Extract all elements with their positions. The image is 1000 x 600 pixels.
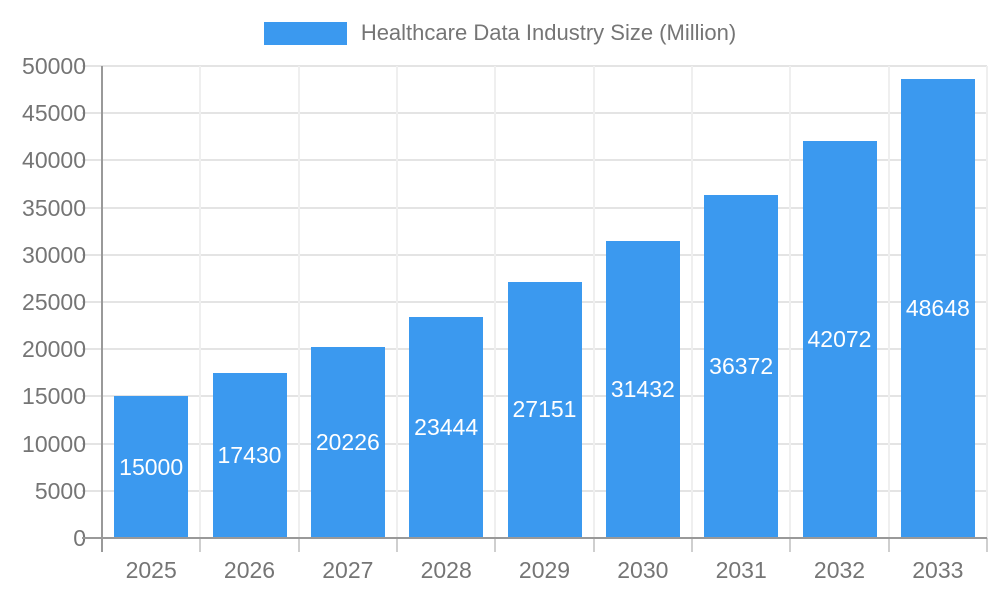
y-axis-tick-label: 50000 bbox=[22, 53, 86, 79]
y-axis-tick-label: 30000 bbox=[22, 241, 86, 268]
x-gridline bbox=[396, 66, 398, 538]
bar-2025[interactable]: 15000 bbox=[114, 396, 189, 538]
x-axis-tick-label: 2025 bbox=[125, 557, 177, 583]
legend-swatch bbox=[263, 21, 347, 45]
x-gridline bbox=[592, 66, 595, 538]
bar-2029[interactable]: 27151 bbox=[507, 281, 582, 538]
y-axis-tick-label: 25000 bbox=[22, 289, 86, 315]
x-axis-line bbox=[82, 537, 987, 539]
y-gridline bbox=[82, 206, 987, 209]
x-axis-tick-label: 2029 bbox=[518, 557, 571, 583]
bar-2030[interactable]: 31432 bbox=[605, 241, 680, 538]
x-gridline bbox=[691, 66, 693, 538]
bar-2031[interactable]: 36372 bbox=[704, 194, 779, 538]
x-axis-tick bbox=[494, 538, 497, 552]
bar-value-label: 17430 bbox=[217, 442, 282, 469]
bar-2033[interactable]: 48648 bbox=[900, 78, 975, 538]
x-gridline bbox=[494, 66, 497, 538]
x-axis-tick-label: 2027 bbox=[322, 557, 374, 583]
x-axis-tick bbox=[986, 538, 988, 552]
bar-2032[interactable]: 42072 bbox=[802, 140, 877, 538]
y-axis-line bbox=[101, 66, 103, 552]
x-axis-tick-label: 2026 bbox=[223, 557, 276, 583]
bar-value-label: 31432 bbox=[610, 376, 675, 403]
x-axis-tick bbox=[592, 538, 595, 552]
bar-value-label: 20226 bbox=[315, 429, 380, 456]
bar-2026[interactable]: 17430 bbox=[212, 373, 287, 538]
x-axis-tick-label: 2033 bbox=[912, 557, 964, 583]
bar-value-label: 27151 bbox=[512, 396, 577, 423]
x-axis-tick-label: 2030 bbox=[617, 557, 669, 583]
x-axis-tick bbox=[297, 538, 300, 552]
y-gridline bbox=[82, 65, 987, 67]
x-gridline bbox=[887, 66, 890, 538]
x-axis-tick bbox=[691, 538, 693, 552]
x-gridline bbox=[199, 66, 202, 538]
y-axis-tick-label: 10000 bbox=[22, 430, 86, 457]
legend-label: Healthcare Data Industry Size (Million) bbox=[360, 20, 737, 45]
bar-value-label: 23444 bbox=[414, 413, 479, 440]
y-axis-tick-label: 20000 bbox=[22, 336, 86, 363]
y-axis-tick-label: 40000 bbox=[22, 147, 86, 174]
bar-2028[interactable]: 23444 bbox=[409, 316, 484, 538]
plot-area: 15000 17430 20226 23444 27151 31432 36372 42072… bbox=[82, 65, 988, 552]
y-gridline bbox=[82, 112, 987, 115]
y-axis-tick-label: 45000 bbox=[22, 100, 86, 127]
y-gridline bbox=[82, 253, 987, 256]
y-axis-tick-label: 35000 bbox=[22, 194, 86, 221]
x-axis-tick-label: 2028 bbox=[420, 557, 472, 583]
bar-value-label: 15000 bbox=[119, 453, 184, 480]
x-axis-tick bbox=[789, 538, 792, 552]
chart-legend[interactable]: Healthcare Data Industry Size (Million) bbox=[0, 20, 1000, 46]
x-axis-tick bbox=[887, 538, 890, 552]
x-gridline bbox=[986, 66, 988, 538]
bar-value-label: 36372 bbox=[709, 352, 774, 379]
bar-value-label: 42072 bbox=[807, 325, 872, 352]
y-axis-tick-label: 5000 bbox=[34, 477, 86, 504]
x-gridline bbox=[297, 66, 300, 538]
y-axis-tick-label: 0 bbox=[73, 525, 86, 551]
x-gridline bbox=[789, 66, 792, 538]
x-axis-tick bbox=[396, 538, 398, 552]
bar-value-label: 48648 bbox=[905, 294, 970, 321]
y-gridline bbox=[82, 159, 987, 162]
x-axis-tick-label: 2031 bbox=[715, 557, 767, 583]
x-axis-tick-label: 2032 bbox=[813, 557, 866, 583]
bar-2027[interactable]: 20226 bbox=[310, 347, 385, 538]
x-axis-tick bbox=[199, 538, 202, 552]
y-axis-tick-label: 15000 bbox=[22, 383, 86, 410]
